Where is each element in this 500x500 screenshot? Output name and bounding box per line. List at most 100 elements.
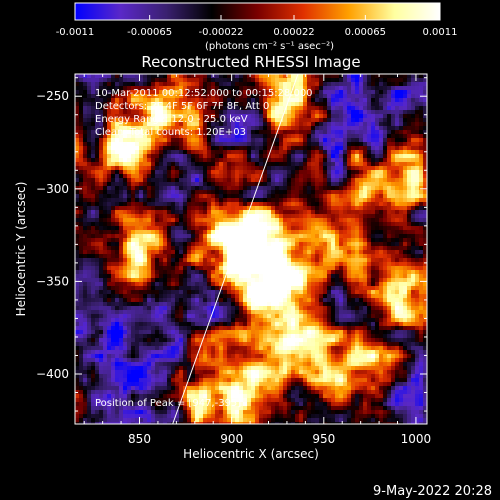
heatmap-cell [363, 158, 368, 163]
heatmap-cell [331, 98, 336, 103]
heatmap-cell [399, 78, 404, 83]
heatmap-cell [195, 278, 200, 283]
heatmap-cell [179, 86, 184, 91]
heatmap-cell [279, 286, 284, 291]
heatmap-cell [103, 74, 108, 79]
heatmap-cell [327, 150, 332, 155]
heatmap-cell [423, 218, 427, 223]
heatmap-cell [267, 182, 272, 187]
heatmap-cell [231, 298, 236, 303]
heatmap-cell [375, 202, 380, 207]
heatmap-cell [291, 218, 296, 223]
heatmap-cell [323, 242, 328, 247]
heatmap-cell [355, 138, 360, 143]
heatmap-cell [175, 94, 180, 99]
heatmap-cell [95, 190, 100, 195]
heatmap-cell [95, 198, 100, 203]
heatmap-cell [215, 274, 220, 279]
heatmap-cell [419, 282, 424, 287]
heatmap-cell [151, 98, 156, 103]
heatmap-cell [115, 238, 120, 243]
heatmap-cell [355, 98, 360, 103]
heatmap-cell [323, 286, 328, 291]
heatmap-cell [215, 278, 220, 283]
heatmap-cell [259, 206, 264, 211]
heatmap-cell [387, 142, 392, 147]
heatmap-cell [247, 74, 252, 79]
heatmap-cell [111, 286, 116, 291]
heatmap-cell [215, 122, 220, 127]
heatmap-cell [147, 270, 152, 275]
heatmap-cell [343, 90, 348, 95]
heatmap-cell [195, 106, 200, 111]
heatmap-cell [387, 94, 392, 99]
heatmap-cell [343, 234, 348, 239]
heatmap-cell [219, 214, 224, 219]
heatmap-cell [219, 254, 224, 259]
heatmap-cell [419, 138, 424, 143]
heatmap-cell [243, 126, 248, 131]
heatmap-cell [367, 106, 372, 111]
heatmap-cell [219, 282, 224, 287]
heatmap-cell [399, 126, 404, 131]
heatmap-cell [279, 218, 284, 223]
heatmap-cell [235, 274, 240, 279]
heatmap-cell [207, 142, 212, 147]
heatmap-cell [347, 198, 352, 203]
heatmap-cell [171, 142, 176, 147]
heatmap-cell [379, 210, 384, 215]
heatmap-cell [379, 150, 384, 155]
heatmap-cell [243, 222, 248, 227]
heatmap-cell [95, 234, 100, 239]
heatmap-cell [143, 126, 148, 131]
heatmap-cell [103, 142, 108, 147]
heatmap-cell [179, 210, 184, 215]
heatmap-cell [251, 294, 256, 299]
heatmap-cell [311, 114, 316, 119]
heatmap-cell [367, 230, 372, 235]
heatmap-cell [347, 258, 352, 263]
heatmap-cell [315, 290, 320, 295]
heatmap-cell [319, 246, 324, 251]
heatmap-cell [279, 126, 284, 131]
heatmap-cell [279, 94, 284, 99]
heatmap-cell [339, 178, 344, 183]
heatmap-cell [355, 86, 360, 91]
heatmap-cell [111, 258, 116, 263]
heatmap-cell [247, 202, 252, 207]
heatmap-cell [343, 74, 348, 79]
heatmap-cell [411, 86, 416, 91]
heatmap-cell [215, 222, 220, 227]
heatmap-cell [359, 290, 364, 295]
heatmap-cell [175, 82, 180, 87]
heatmap-cell [87, 206, 92, 211]
heatmap-cell [299, 126, 304, 131]
heatmap-cell [99, 74, 104, 79]
heatmap-cell [139, 82, 144, 87]
heatmap-cell [219, 166, 224, 171]
heatmap-cell [143, 166, 148, 171]
heatmap-cell [235, 218, 240, 223]
heatmap-cell [223, 246, 228, 251]
heatmap-cell [215, 182, 220, 187]
heatmap-cell [287, 242, 292, 247]
heatmap-cell [107, 182, 112, 187]
heatmap-cell [99, 234, 104, 239]
heatmap-cell [363, 282, 368, 287]
heatmap-cell [415, 250, 420, 255]
heatmap-cell [151, 278, 156, 283]
heatmap-cell [375, 94, 380, 99]
heatmap-cell [231, 222, 236, 227]
heatmap-cell [391, 294, 396, 299]
heatmap-cell [243, 190, 248, 195]
heatmap-cell [195, 174, 200, 179]
heatmap-cell [263, 142, 268, 147]
heatmap-cell [155, 214, 160, 219]
heatmap-cell [163, 262, 168, 267]
heatmap-cell [155, 262, 160, 267]
heatmap-cell [207, 258, 212, 263]
heatmap-cell [123, 194, 128, 199]
heatmap-cell [75, 138, 80, 143]
heatmap-cell [127, 202, 132, 207]
heatmap-cell [111, 146, 116, 151]
